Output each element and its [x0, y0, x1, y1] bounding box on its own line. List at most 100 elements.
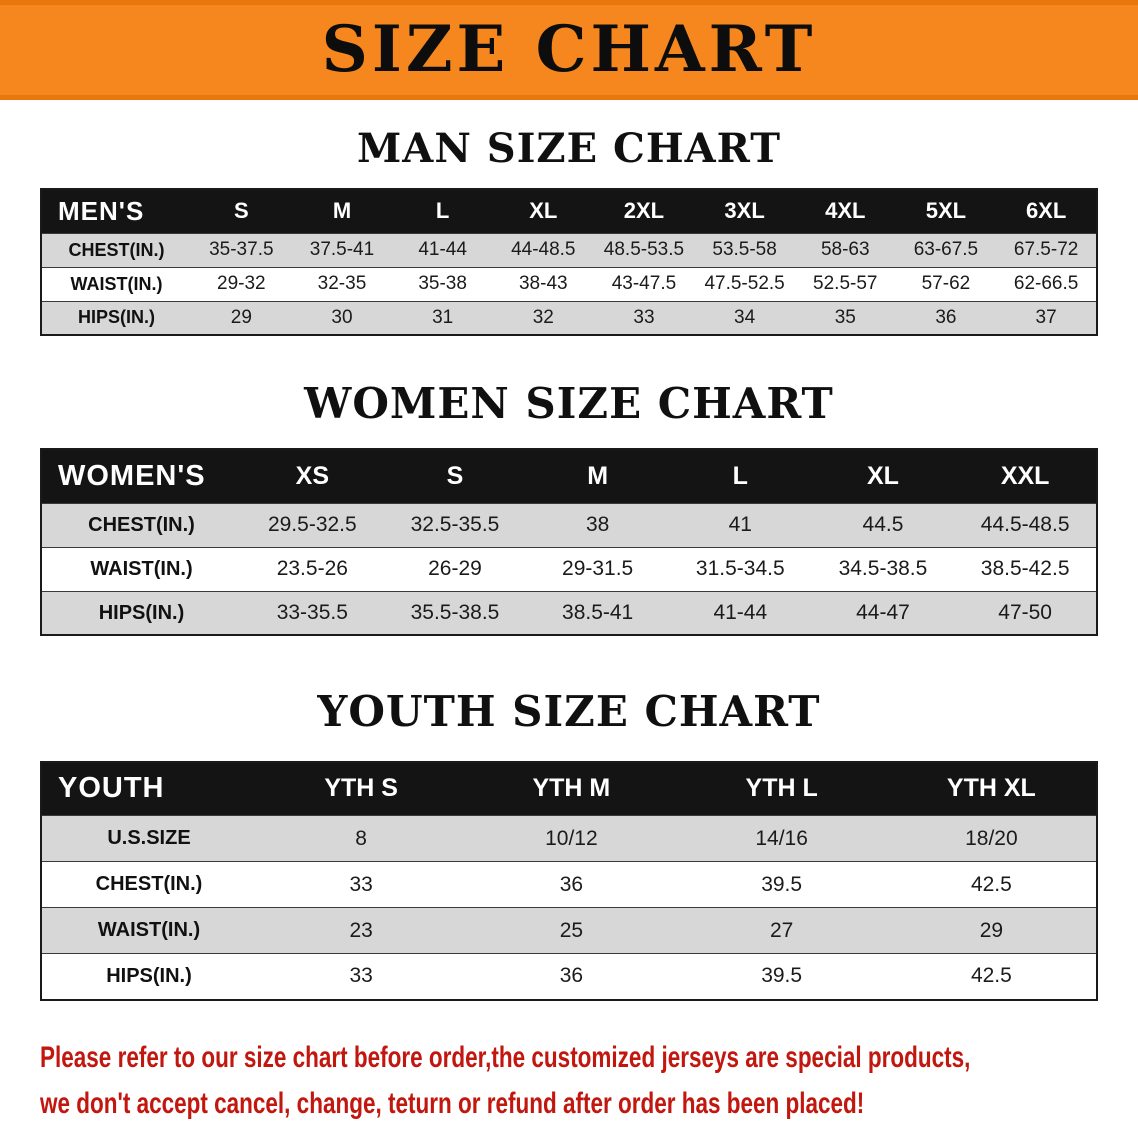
size-cell: 27 — [769, 918, 794, 942]
men-table-title: MEN'S — [58, 195, 145, 226]
table-row: WAIST(IN.) 23 25 27 29 — [41, 907, 1097, 954]
table-row: CHEST(IN.) 33 36 39.5 42.5 — [41, 861, 1097, 908]
row-label: WAIST(IN.) — [90, 557, 193, 580]
size-cell: 34 — [734, 306, 756, 328]
size-cell: 38-43 — [518, 273, 568, 294]
size-cell: 29-32 — [217, 273, 266, 294]
women-table-title: WOMEN'S — [58, 460, 206, 493]
size-cell: 32-35 — [317, 273, 367, 294]
size-cell: 37 — [1035, 306, 1057, 328]
size-cell: 35-38 — [418, 273, 467, 294]
column-header: XL — [866, 462, 899, 491]
size-cell: 18/20 — [965, 826, 1018, 850]
size-cell: 23 — [349, 918, 373, 942]
women-header-row: WOMEN'S XS S M L XL XXL — [41, 449, 1097, 504]
size-cell: 39.5 — [761, 872, 803, 896]
size-cell: 32.5-35.5 — [410, 513, 500, 537]
table-row: CHEST(IN.) 29.5-32.5 32.5-35.5 38 41 44.… — [41, 503, 1097, 548]
size-cell: 47-50 — [998, 601, 1052, 625]
women-size-chart-section: WOMEN SIZE CHART WOMEN'S XS S M L XL XXL… — [0, 379, 1138, 637]
size-cell: 10/12 — [545, 826, 598, 850]
size-cell: 29.5-32.5 — [267, 513, 357, 537]
size-cell: 14/16 — [755, 826, 808, 850]
size-cell: 31.5-34.5 — [695, 557, 785, 581]
notice-line-2: we don't accept cancel, change, teturn o… — [40, 1087, 865, 1121]
size-cell: 33 — [633, 306, 655, 328]
column-header: XS — [295, 462, 329, 491]
size-cell: 43-47.5 — [611, 273, 677, 294]
youth-table-title: YOUTH — [58, 772, 165, 805]
column-header: 5XL — [925, 198, 967, 224]
size-cell: 38.5-41 — [562, 601, 634, 625]
size-cell: 30 — [331, 306, 353, 328]
row-label: CHEST(IN.) — [68, 239, 165, 260]
column-header: YTH XL — [946, 774, 1036, 803]
men-size-chart-section: MAN SIZE CHART MEN'S S M L XL 2XL 3XL 4X… — [0, 126, 1138, 336]
men-chart-heading: MAN SIZE CHART — [357, 125, 781, 172]
notice-line-1: Please refer to our size chart before or… — [40, 1040, 971, 1074]
table-row: HIPS(IN.) 33-35.5 35.5-38.5 38.5-41 41-4… — [41, 591, 1097, 636]
size-cell: 32 — [532, 306, 554, 328]
table-row: WAIST(IN.) 29-32 32-35 35-38 38-43 43-47… — [41, 267, 1097, 301]
size-cell: 34.5-38.5 — [838, 557, 928, 581]
size-cell: 41 — [728, 513, 752, 537]
table-row: CHEST(IN.) 35-37.5 37.5-41 41-44 44-48.5… — [41, 233, 1097, 267]
size-cell: 35.5-38.5 — [410, 601, 500, 625]
size-cell: 41-44 — [713, 601, 768, 625]
column-header: YTH M — [532, 774, 611, 803]
size-cell: 41-44 — [418, 239, 467, 260]
size-cell: 53.5-58 — [712, 239, 777, 260]
size-cell: 31 — [432, 306, 454, 328]
column-header: 6XL — [1025, 198, 1067, 224]
youth-size-chart-section: YOUTH SIZE CHART YOUTH YTH S YTH M YTH L… — [0, 687, 1138, 1001]
size-cell: 35-37.5 — [209, 239, 274, 260]
column-header: 4XL — [825, 198, 866, 224]
size-cell: 29 — [979, 918, 1004, 942]
size-cell: 8 — [355, 826, 367, 850]
column-header: L — [732, 462, 748, 491]
column-header: M — [332, 198, 352, 224]
size-cell: 44.5 — [862, 513, 904, 537]
row-label: WAIST(IN.) — [97, 919, 201, 942]
size-cell: 36 — [935, 306, 957, 328]
size-cell: 47.5-52.5 — [704, 273, 785, 294]
column-header: YTH L — [745, 774, 818, 803]
size-cell: 36 — [559, 872, 584, 896]
column-header: 3XL — [724, 198, 765, 224]
size-cell: 62-66.5 — [1013, 273, 1079, 294]
size-cell: 37.5-41 — [309, 239, 375, 260]
row-label: HIPS(IN.) — [77, 307, 155, 328]
size-cell: 33-35.5 — [276, 601, 348, 625]
size-cell: 33 — [349, 964, 373, 988]
column-header: YTH S — [324, 774, 398, 803]
table-row: HIPS(IN.) 29 30 31 32 33 34 35 36 37 — [41, 301, 1097, 335]
size-cell: 38 — [585, 513, 610, 537]
column-header: M — [587, 462, 609, 491]
size-cell: 63-67.5 — [913, 239, 979, 260]
row-label: CHEST(IN.) — [95, 873, 203, 896]
size-cell: 42.5 — [970, 964, 1012, 988]
size-cell: 52.5-57 — [813, 273, 878, 294]
size-cell: 33 — [349, 872, 373, 896]
size-cell: 48.5-53.5 — [603, 239, 685, 260]
size-cell: 26-29 — [428, 557, 482, 581]
size-cell: 57-62 — [921, 273, 971, 294]
size-chart-banner: SIZE CHART — [0, 0, 1138, 100]
size-cell: 25 — [559, 918, 584, 942]
size-cell: 38.5-42.5 — [980, 557, 1070, 581]
youth-header-row: YOUTH YTH S YTH M YTH L YTH XL — [41, 761, 1097, 816]
size-cell: 39.5 — [761, 964, 803, 988]
men-size-table: MEN'S S M L XL 2XL 3XL 4XL 5XL 6XL CHEST… — [40, 188, 1098, 336]
column-header: S — [233, 198, 249, 224]
row-label: HIPS(IN.) — [106, 964, 192, 987]
size-cell: 23.5-26 — [276, 557, 348, 581]
column-header: L — [435, 198, 450, 224]
youth-chart-heading: YOUTH SIZE CHART — [317, 687, 821, 737]
column-header: XL — [529, 198, 558, 224]
size-cell: 58-63 — [820, 239, 870, 260]
size-cell: 44.5-48.5 — [980, 513, 1070, 537]
size-cell: 35 — [834, 306, 856, 328]
row-label: CHEST(IN.) — [88, 513, 195, 536]
column-header: XXL — [1000, 462, 1050, 491]
column-header: 2XL — [623, 198, 665, 224]
